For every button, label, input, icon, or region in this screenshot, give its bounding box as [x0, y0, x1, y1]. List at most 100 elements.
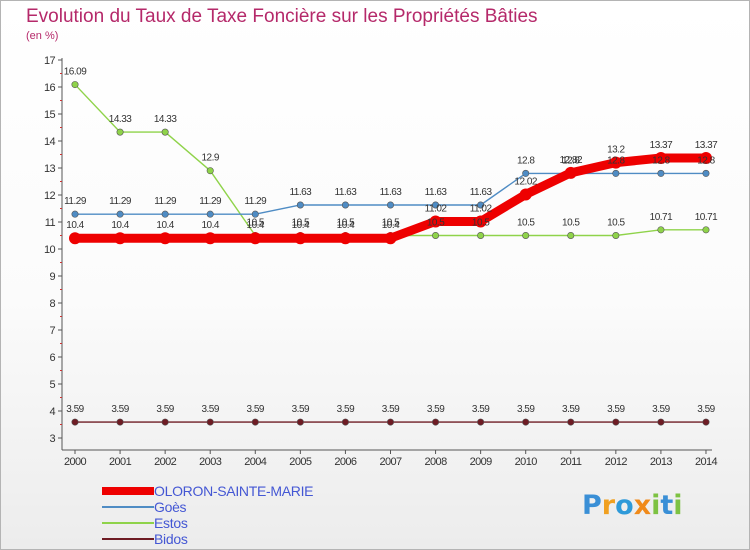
data-label-bidos: 3.59	[247, 404, 265, 415]
data-label-go-s: 11.63	[425, 187, 448, 198]
data-label-oloron-sainte-marie: 12.82	[560, 155, 583, 166]
data-point-go-s	[161, 210, 169, 218]
data-point-bidos	[702, 418, 710, 426]
data-label-bidos: 3.59	[517, 404, 535, 415]
data-point-estos	[612, 232, 620, 240]
y-tick-label: 14	[44, 136, 56, 148]
data-point-go-s	[477, 201, 485, 209]
y-tick-label: 8	[49, 298, 55, 310]
data-point-go-s	[522, 169, 530, 177]
data-point-oloron-sainte-marie	[114, 232, 127, 245]
data-label-oloron-sainte-marie: 10.4	[66, 220, 84, 231]
data-label-bidos: 3.59	[156, 404, 174, 415]
data-label-go-s: 12.8	[607, 155, 625, 166]
data-point-bidos	[522, 418, 530, 426]
y-tick-label: 15	[44, 109, 56, 121]
data-label-estos: 10.71	[695, 212, 718, 223]
data-point-bidos	[296, 418, 304, 426]
x-tick-label: 2013	[650, 456, 673, 468]
data-label-bidos: 3.59	[607, 404, 625, 415]
x-tick-label: 2003	[199, 456, 222, 468]
data-point-estos	[657, 226, 665, 234]
logo-letter: i	[673, 490, 683, 521]
data-point-estos	[206, 167, 214, 175]
legend-label-oloron: OLORON-SAINTE-MARIE	[154, 483, 314, 499]
data-point-go-s	[612, 169, 620, 177]
data-label-estos: 10.5	[292, 218, 310, 229]
data-point-bidos	[657, 418, 665, 426]
data-point-go-s	[432, 201, 440, 209]
x-tick-label: 2006	[334, 456, 357, 468]
data-label-go-s: 11.63	[289, 187, 312, 198]
data-label-go-s: 12.8	[697, 155, 715, 166]
y-tick-label: 3	[49, 433, 55, 445]
data-label-estos: 16.09	[64, 67, 87, 78]
data-label-oloron-sainte-marie: 10.4	[111, 220, 129, 231]
data-label-go-s: 11.29	[199, 196, 222, 207]
x-tick-label: 2009	[470, 456, 493, 468]
data-point-bidos	[116, 418, 124, 426]
legend-swatch-bidos	[102, 538, 154, 540]
x-tick-label: 2001	[109, 456, 132, 468]
data-point-estos	[522, 232, 530, 240]
data-label-bidos: 3.59	[337, 404, 355, 415]
x-tick-label: 2014	[695, 456, 718, 468]
y-tick-label: 9	[49, 271, 55, 283]
logo-letter: x	[633, 490, 652, 521]
legend-label-estos: Estos	[154, 515, 188, 531]
data-point-oloron-sainte-marie	[339, 232, 352, 245]
data-label-bidos: 3.59	[427, 404, 445, 415]
data-label-oloron-sainte-marie: 13.37	[650, 140, 673, 151]
data-label-oloron-sainte-marie: 10.4	[156, 220, 174, 231]
data-point-bidos	[161, 418, 169, 426]
data-label-estos: 10.5	[517, 218, 535, 229]
y-tick-label: 16	[44, 82, 56, 94]
data-point-go-s	[251, 210, 259, 218]
legend-swatch-estos	[102, 522, 154, 524]
data-point-go-s	[341, 201, 349, 209]
legend-label-bidos: Bidos	[154, 531, 188, 547]
logo-letter: o	[615, 490, 634, 521]
data-label-bidos: 3.59	[652, 404, 670, 415]
x-tick-label: 2010	[515, 456, 538, 468]
data-point-go-s	[386, 201, 394, 209]
x-tick-label: 2007	[379, 456, 402, 468]
data-point-estos	[161, 128, 169, 136]
data-point-go-s	[71, 210, 79, 218]
logo-letter: P	[582, 490, 602, 521]
data-label-estos: 10.5	[607, 218, 625, 229]
data-label-oloron-sainte-marie: 10.4	[201, 220, 219, 231]
data-label-go-s: 11.63	[335, 187, 358, 198]
data-point-oloron-sainte-marie	[204, 232, 217, 245]
data-label-estos: 10.71	[650, 212, 673, 223]
data-point-oloron-sainte-marie	[564, 166, 577, 179]
data-point-bidos	[432, 418, 440, 426]
x-tick-label: 2004	[244, 456, 267, 468]
data-point-oloron-sainte-marie	[69, 232, 81, 245]
data-point-oloron-sainte-marie	[294, 232, 307, 245]
logo-letter: i	[651, 490, 661, 521]
logo-letter: t	[660, 490, 674, 521]
data-label-estos: 10.5	[382, 218, 400, 229]
y-tick-label: 11	[45, 217, 56, 229]
data-point-oloron-sainte-marie	[384, 232, 397, 245]
data-label-go-s: 11.29	[109, 196, 132, 207]
data-label-oloron-sainte-marie: 11.02	[470, 203, 493, 214]
legend-label-goes: Goès	[154, 499, 187, 515]
x-tick-label: 2008	[425, 456, 448, 468]
data-point-estos	[477, 232, 485, 240]
data-point-estos	[432, 232, 440, 240]
data-point-bidos	[567, 418, 575, 426]
data-label-estos: 10.5	[247, 218, 265, 229]
data-point-oloron-sainte-marie	[159, 232, 172, 245]
data-label-estos: 14.33	[154, 114, 177, 125]
data-label-bidos: 3.59	[562, 404, 580, 415]
data-point-oloron-sainte-marie	[609, 156, 622, 169]
data-label-estos: 10.5	[427, 218, 445, 229]
data-point-bidos	[612, 418, 620, 426]
data-label-go-s: 12.8	[562, 155, 580, 166]
data-label-oloron-sainte-marie: 10.4	[382, 220, 400, 231]
data-label-estos: 12.9	[201, 153, 219, 164]
data-point-bidos	[206, 418, 214, 426]
x-tick-label: 2012	[605, 456, 628, 468]
